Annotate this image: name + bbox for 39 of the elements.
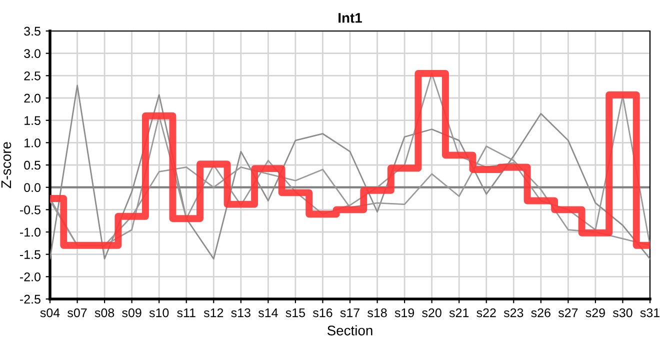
x-tick-label: s04 [40, 308, 60, 318]
x-tick-label: s09 [122, 308, 142, 318]
y-tick-label: 1.0 [24, 138, 40, 148]
x-tick-label: s20 [422, 308, 442, 318]
y-tick-label: 0.0 [24, 183, 40, 192]
y-tick-label: 2.5 [24, 71, 40, 80]
x-tick-label: s13 [231, 308, 250, 318]
x-tick-label: s26 [531, 308, 550, 318]
y-tick-label: -1.0 [20, 228, 40, 237]
chart-title: Int1 [338, 13, 362, 23]
y-tick-label: -1.5 [20, 250, 40, 259]
x-tick-label: s10 [149, 308, 169, 318]
y-tick-label: -0.5 [20, 205, 40, 214]
y-tick-label: 2.0 [24, 94, 40, 103]
y-tick-label: 1.5 [24, 116, 40, 125]
x-tick-label: s08 [94, 308, 114, 318]
x-tick-label: s18 [368, 308, 387, 318]
x-tick-label: s15 [286, 308, 306, 318]
x-tick-label: s19 [394, 308, 414, 318]
y-tick-label: -2.5 [20, 294, 40, 304]
x-tick-label: s12 [204, 308, 224, 318]
x-tick-label: s27 [558, 308, 578, 318]
x-tick-label: s21 [449, 308, 469, 318]
x-tick-label: s29 [586, 308, 605, 318]
y-tick-label: -2.0 [20, 272, 40, 282]
y-tick-label: 3.5 [24, 26, 40, 36]
x-tick-label: s07 [68, 308, 87, 318]
x-tick-label: s31 [640, 308, 660, 318]
x-tick-label: s14 [258, 308, 278, 318]
x-tick-label: s30 [613, 308, 632, 318]
y-axis-title: Z-score [1, 142, 12, 188]
x-tick-label: s22 [476, 308, 496, 318]
x-axis-title: Section [327, 325, 372, 336]
y-tick-label: 0.5 [24, 160, 40, 170]
x-tick-label: s16 [313, 308, 332, 318]
y-tick-label: 3.0 [24, 49, 40, 58]
x-tick-label: s11 [177, 308, 196, 318]
x-tick-label: s23 [504, 308, 524, 318]
x-tick-label: s17 [340, 308, 360, 318]
